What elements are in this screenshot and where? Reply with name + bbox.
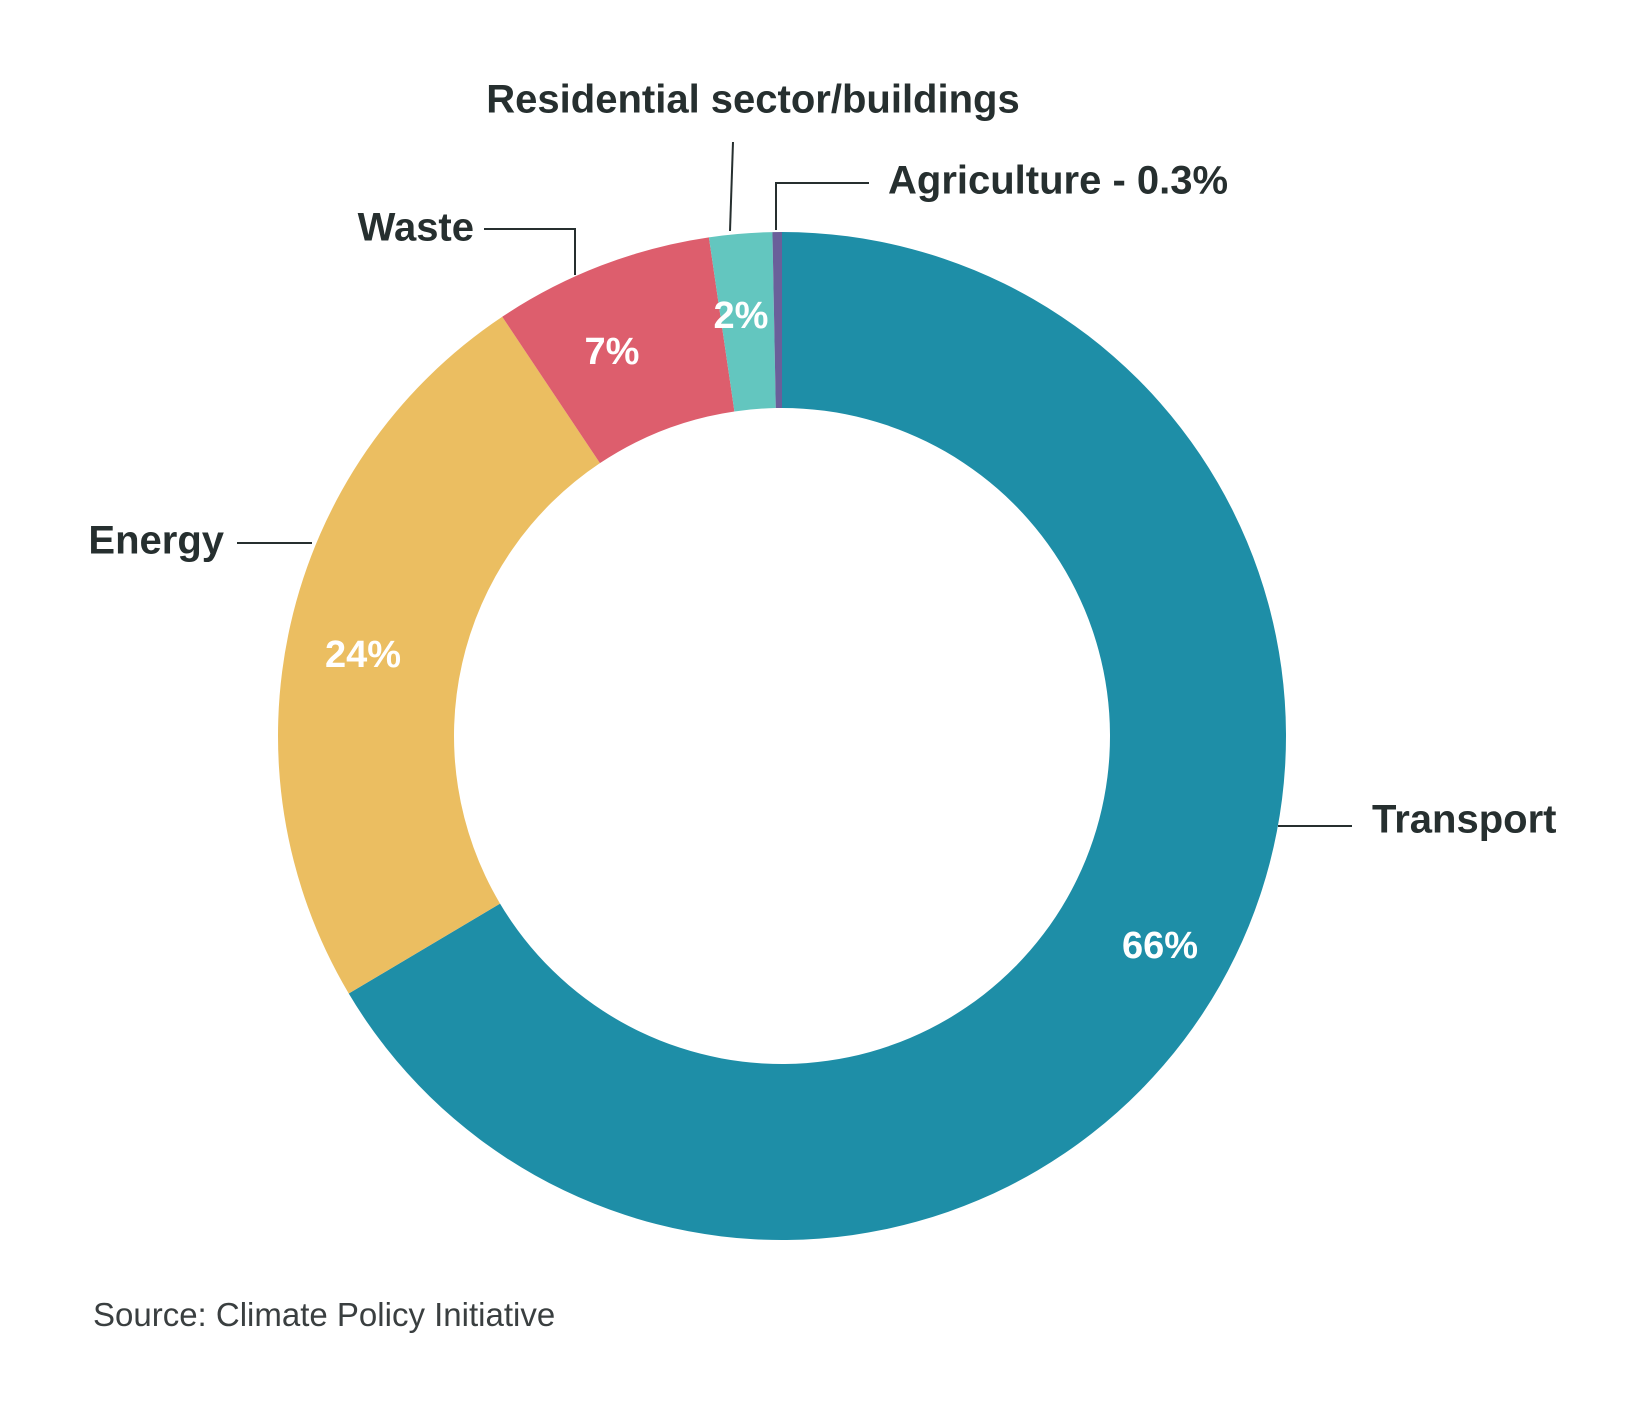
category-label-agriculture-0-3: Agriculture - 0.3% [888,159,1228,203]
category-label-waste: Waste [358,206,474,250]
slice-transport [348,232,1287,1240]
value-label-residential-sector-buildings: 2% [714,295,769,337]
leader-line-agriculture-0-3 [775,182,869,230]
slice-waste [502,237,735,464]
category-label-energy: Energy [88,519,224,563]
value-label-waste: 7% [585,331,640,373]
category-label-residential-sector-buildings: Residential sector/buildings [486,78,1019,122]
value-label-transport: 66% [1122,925,1198,967]
leader-line-residential-sector-buildings [729,141,734,232]
slice-agriculture-0-3 [772,232,782,409]
source-note: Source: Climate Policy Initiative [93,1296,556,1333]
value-label-energy: 24% [325,634,401,676]
slice-residential-sector-buildings [708,232,776,412]
slice-energy [277,316,600,994]
leader-line-waste [484,228,576,275]
category-label-transport: Transport [1372,798,1556,842]
